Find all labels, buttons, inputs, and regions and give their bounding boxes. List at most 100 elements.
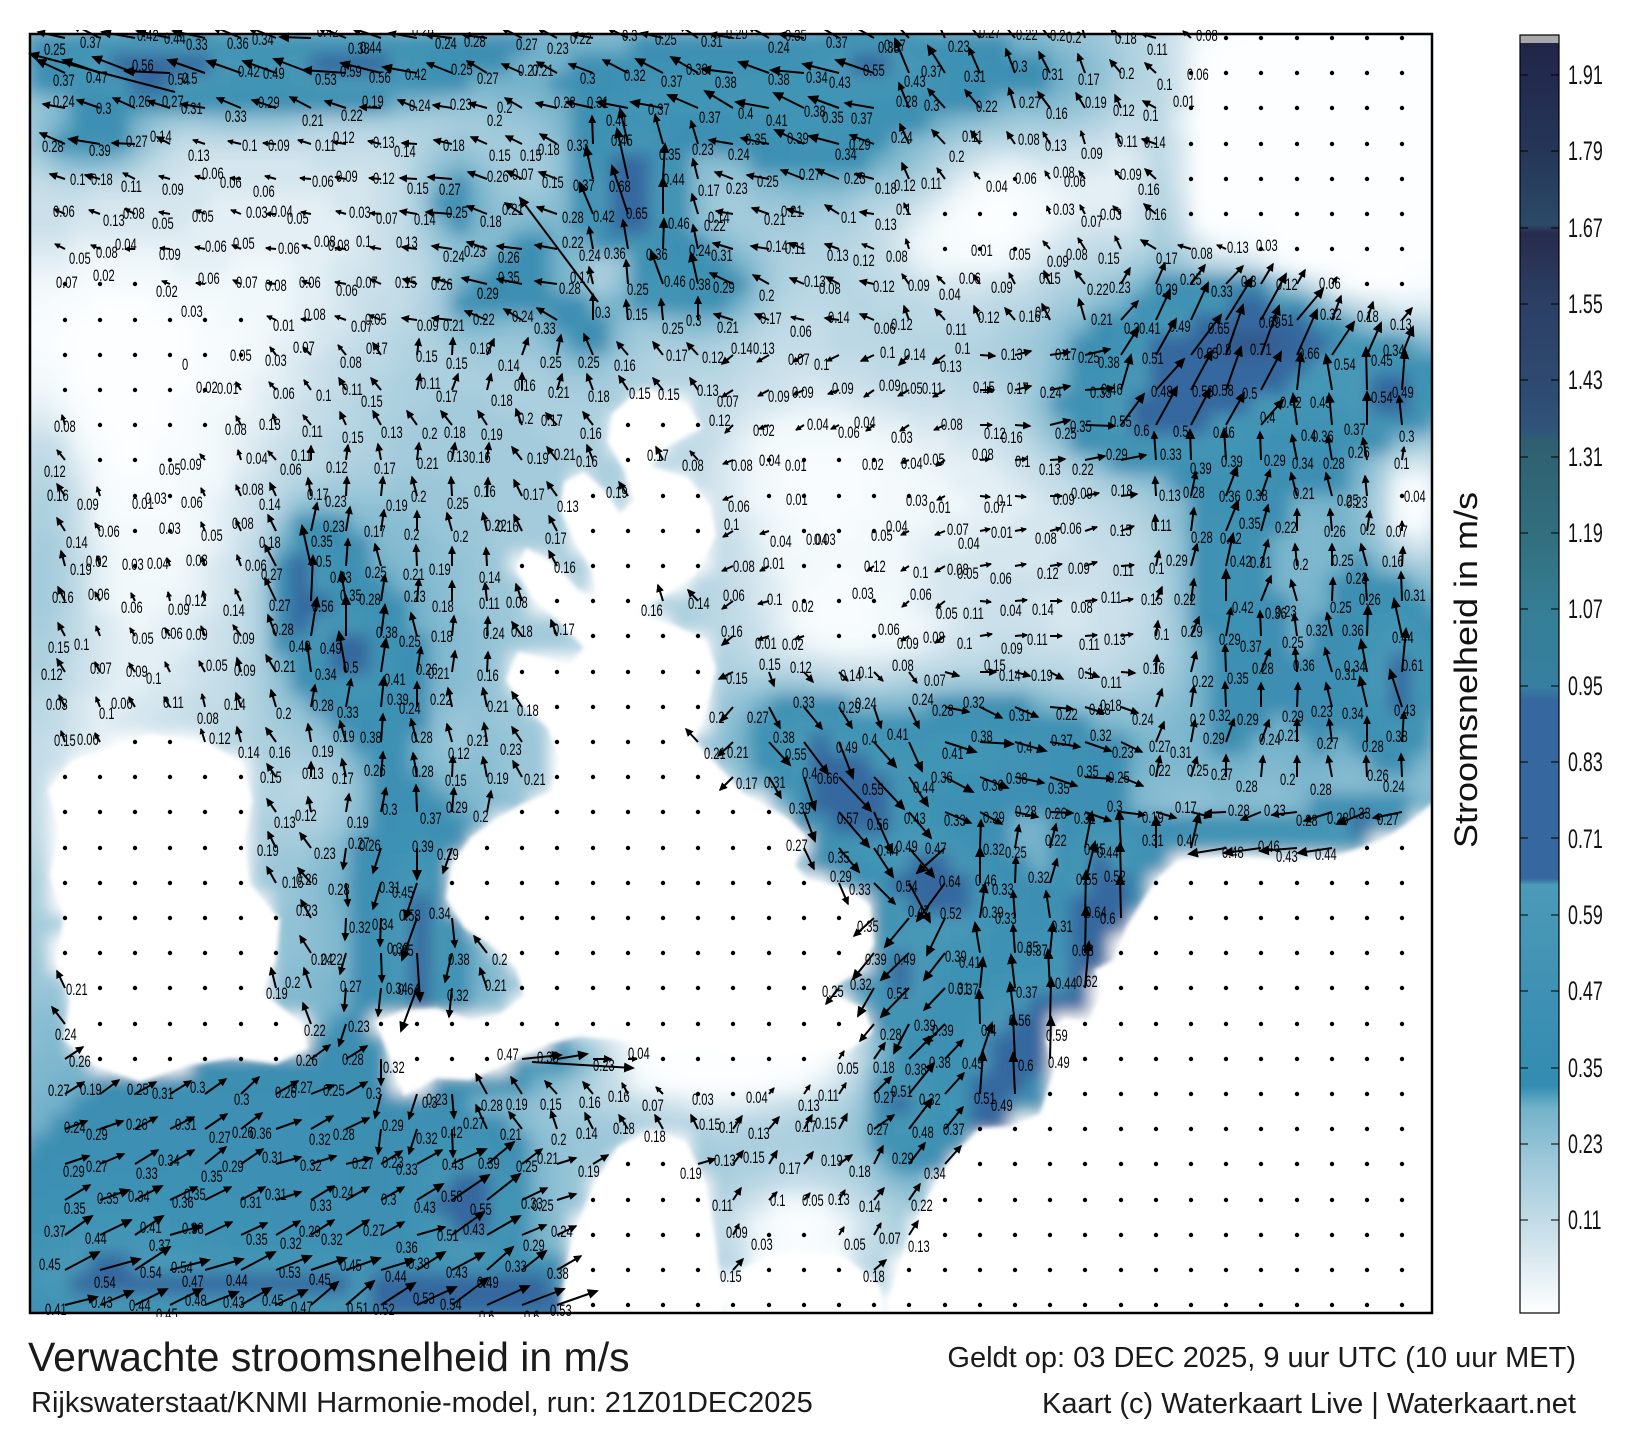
- svg-text:0.6: 0.6: [524, 1307, 540, 1326]
- svg-text:0.13: 0.13: [1227, 238, 1249, 257]
- svg-text:0.26: 0.26: [1045, 804, 1067, 823]
- svg-text:0.33: 0.33: [330, 568, 352, 587]
- svg-text:0.26: 0.26: [412, 21, 434, 40]
- svg-text:0.13: 0.13: [447, 447, 469, 466]
- svg-text:0.28: 0.28: [1183, 483, 1205, 502]
- svg-text:0.29: 0.29: [713, 278, 735, 297]
- svg-text:0.2: 0.2: [497, 98, 513, 117]
- svg-text:0.27: 0.27: [747, 708, 769, 727]
- svg-text:0.09: 0.09: [897, 634, 919, 653]
- svg-text:0.02: 0.02: [782, 635, 804, 654]
- svg-text:0.2: 0.2: [518, 409, 534, 428]
- svg-text:0.05: 0.05: [844, 1235, 866, 1254]
- svg-text:0.28: 0.28: [342, 1050, 364, 1069]
- svg-text:0.28: 0.28: [328, 880, 350, 899]
- svg-text:0.19: 0.19: [1085, 93, 1107, 112]
- svg-text:0.27: 0.27: [340, 977, 362, 996]
- svg-text:0.54: 0.54: [140, 1263, 162, 1282]
- svg-text:0.47: 0.47: [925, 839, 947, 858]
- svg-text:0.28: 0.28: [1362, 737, 1384, 756]
- svg-text:0.31: 0.31: [152, 1084, 174, 1103]
- svg-text:0.3: 0.3: [1124, 319, 1140, 338]
- svg-text:0.15: 0.15: [743, 1148, 765, 1167]
- svg-text:0.13: 0.13: [103, 211, 125, 230]
- svg-text:0.35: 0.35: [1070, 417, 1092, 436]
- svg-text:0.33: 0.33: [992, 880, 1014, 899]
- svg-text:0.45: 0.45: [39, 1255, 61, 1274]
- svg-text:0.37: 0.37: [420, 809, 442, 828]
- svg-text:0.27: 0.27: [867, 1120, 889, 1139]
- svg-text:0.68: 0.68: [609, 177, 631, 196]
- svg-text:0.04: 0.04: [759, 451, 781, 470]
- svg-text:0.21: 0.21: [1278, 726, 1300, 745]
- svg-text:0.13: 0.13: [557, 497, 579, 516]
- svg-text:0.15: 0.15: [446, 354, 468, 373]
- svg-text:0.01: 0.01: [785, 456, 807, 475]
- svg-text:0.01: 0.01: [786, 490, 808, 509]
- svg-text:0.35: 0.35: [857, 917, 879, 936]
- svg-text:0.05: 0.05: [287, 209, 309, 228]
- svg-text:0.17: 0.17: [436, 387, 458, 406]
- svg-text:0.2: 0.2: [492, 950, 508, 969]
- svg-text:0.11: 0.11: [1101, 673, 1122, 692]
- svg-text:0.04: 0.04: [958, 534, 980, 553]
- svg-text:0.27: 0.27: [291, 1078, 313, 1097]
- svg-text:0.23: 0.23: [1346, 493, 1368, 512]
- svg-text:0.1: 0.1: [841, 208, 857, 227]
- svg-text:0.09: 0.09: [1081, 144, 1103, 163]
- svg-text:0.32: 0.32: [1090, 726, 1112, 745]
- svg-text:0.16: 0.16: [579, 1093, 601, 1112]
- svg-text:0.02: 0.02: [156, 282, 178, 301]
- svg-text:0.19: 0.19: [487, 769, 509, 788]
- svg-text:0.56: 0.56: [1009, 1011, 1031, 1030]
- svg-text:0.06: 0.06: [790, 322, 812, 341]
- svg-text:0.38: 0.38: [1006, 769, 1028, 788]
- svg-text:0.31: 0.31: [262, 1148, 284, 1167]
- svg-text:0.28: 0.28: [932, 701, 954, 720]
- svg-text:0.34: 0.34: [924, 1164, 946, 1183]
- svg-text:0.54: 0.54: [94, 1273, 116, 1292]
- svg-text:0.32: 0.32: [1306, 621, 1328, 640]
- svg-text:0.33: 0.33: [1211, 282, 1233, 301]
- svg-text:0.44: 0.44: [226, 1271, 248, 1290]
- svg-text:0.05: 0.05: [159, 460, 181, 479]
- svg-text:0.03: 0.03: [814, 530, 836, 549]
- svg-text:0.05: 0.05: [936, 604, 958, 623]
- svg-text:0.04: 0.04: [746, 1088, 768, 1107]
- svg-text:0.06: 0.06: [273, 384, 295, 403]
- svg-text:0.19: 0.19: [429, 560, 451, 579]
- svg-text:0.08: 0.08: [506, 593, 528, 612]
- svg-text:0.37: 0.37: [44, 1222, 66, 1241]
- svg-text:0.38: 0.38: [1246, 486, 1268, 505]
- svg-text:0.12: 0.12: [790, 658, 812, 677]
- svg-text:0.17: 0.17: [366, 339, 388, 358]
- svg-text:0.19: 0.19: [386, 496, 408, 515]
- svg-text:0.38: 0.38: [905, 1060, 927, 1079]
- svg-text:0.15: 0.15: [48, 638, 70, 657]
- svg-text:0.25: 0.25: [1180, 270, 1202, 289]
- svg-text:0.13: 0.13: [188, 146, 210, 165]
- svg-text:0.06: 0.06: [198, 269, 220, 288]
- svg-text:0.33: 0.33: [310, 1196, 332, 1215]
- svg-text:0.2: 0.2: [551, 1130, 567, 1149]
- svg-text:0.54: 0.54: [440, 1295, 462, 1314]
- svg-text:0.12: 0.12: [864, 557, 886, 576]
- svg-text:0.24: 0.24: [55, 1025, 77, 1044]
- svg-text:0.09: 0.09: [233, 629, 255, 648]
- svg-text:0.25: 0.25: [655, 30, 677, 49]
- svg-text:0.65: 0.65: [392, 941, 414, 960]
- svg-text:0.45: 0.45: [962, 1054, 984, 1073]
- svg-text:0.16: 0.16: [614, 356, 636, 375]
- svg-text:0.41: 0.41: [887, 725, 909, 744]
- svg-text:0.08: 0.08: [941, 415, 963, 434]
- svg-text:0.14: 0.14: [498, 356, 520, 375]
- svg-text:0.15: 0.15: [1141, 590, 1163, 609]
- svg-text:0.03: 0.03: [181, 302, 203, 321]
- svg-text:0.17: 0.17: [736, 774, 758, 793]
- svg-text:0.35: 0.35: [184, 1185, 206, 1204]
- svg-text:0.43: 0.43: [904, 809, 926, 828]
- svg-text:0.1: 0.1: [1149, 559, 1165, 578]
- svg-text:0.08: 0.08: [682, 456, 704, 475]
- svg-text:0.12: 0.12: [373, 169, 395, 188]
- svg-text:0.17: 0.17: [364, 522, 386, 541]
